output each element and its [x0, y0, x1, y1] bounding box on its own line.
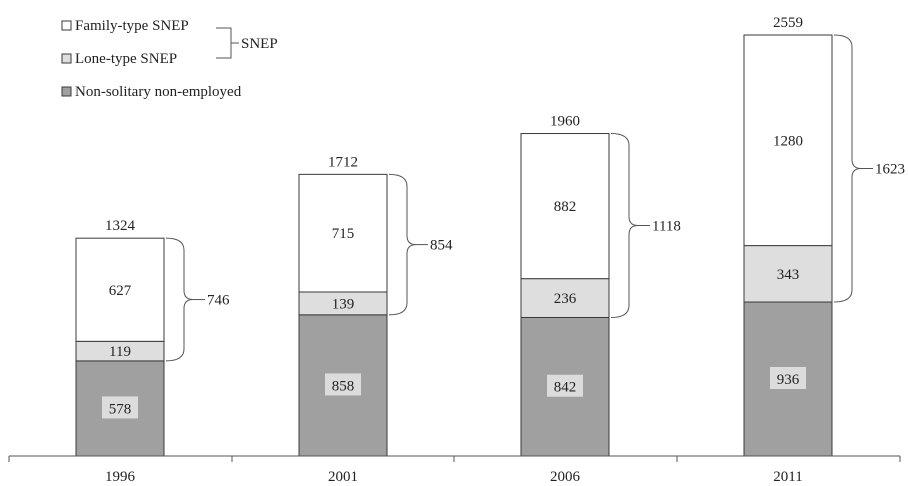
bar-segment-family-type-snep-1996 — [75, 237, 165, 342]
bar-segment-family-type-snep-2001 — [298, 173, 388, 293]
bar-segment-family-type-snep-2011 — [743, 34, 833, 247]
x-tick-label: 2006 — [550, 469, 581, 485]
snep-brace — [388, 173, 417, 316]
x-axis: 1996 2001 2006 2011 — [8, 455, 901, 485]
value-label-background — [325, 373, 361, 396]
total-label: 2559 — [773, 15, 803, 31]
total-label: 1324 — [105, 218, 136, 234]
value-label-background — [547, 374, 583, 397]
value-label: 858 — [332, 378, 355, 394]
value-label: 882 — [554, 199, 577, 215]
snep-total-label: 854 — [430, 238, 453, 254]
legend-snep-group-label: SNEP — [241, 36, 278, 52]
legend-swatch-non-solitary-non-employed — [61, 86, 72, 97]
x-tick-label: 2011 — [773, 469, 802, 485]
value-label: 842 — [554, 380, 577, 396]
snep-brace — [833, 34, 862, 303]
value-label: 627 — [109, 283, 132, 299]
value-label: 343 — [777, 267, 800, 283]
bar-segment-lone-type-snep-2006 — [520, 278, 610, 318]
x-tick-label: 2001 — [328, 469, 358, 485]
total-label: 1960 — [550, 114, 580, 130]
value-label: 1280 — [773, 133, 803, 149]
legend-label-non-solitary-non-employed: Non-solitary non-employed — [75, 84, 242, 100]
value-label: 936 — [777, 372, 800, 388]
bar-segment-lone-type-snep-2011 — [743, 245, 833, 303]
total-label: 1712 — [328, 154, 358, 170]
legend-swatch-lone-type-snep — [61, 53, 72, 64]
bar-segment-family-type-snep-2006 — [520, 133, 610, 280]
snep-total-label: 1623 — [875, 162, 905, 178]
legend-label-lone-type-snep: Lone-type SNEP — [75, 51, 177, 67]
legend: Family-type SNEP Lone-type SNEP Non-solita… — [61, 18, 278, 100]
legend-label-family-type-snep: Family-type SNEP — [75, 18, 189, 34]
snep-total-label: 746 — [207, 293, 230, 309]
snep-brace — [165, 237, 194, 362]
snep-brace — [610, 133, 639, 318]
legend-snep-bracket — [216, 27, 239, 59]
value-label-background — [102, 396, 138, 419]
snep-total-label: 1118 — [652, 219, 681, 235]
legend-swatch-family-type-snep — [61, 20, 72, 31]
bars-group: 578 119 627 1324 746 858 139 715 1712 854 842 236 88… — [75, 15, 905, 457]
x-tick-label: 1996 — [105, 469, 136, 485]
value-label: 119 — [109, 344, 131, 360]
value-label: 715 — [332, 226, 355, 242]
value-label: 236 — [554, 291, 577, 307]
value-label: 578 — [109, 401, 132, 417]
value-label-background — [770, 367, 806, 390]
value-label: 139 — [332, 296, 355, 312]
